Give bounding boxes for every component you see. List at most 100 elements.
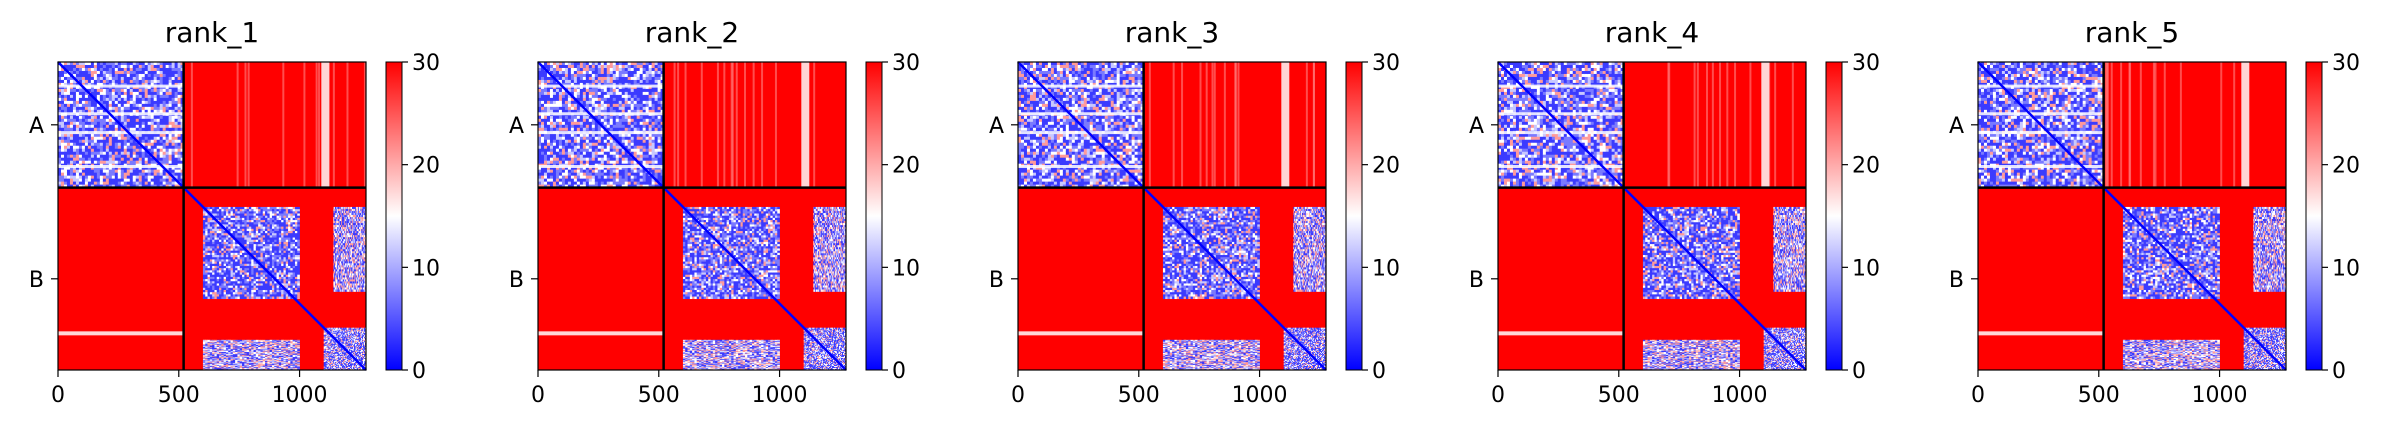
heatmap-cell: [334, 243, 336, 246]
heatmap-cell: [69, 103, 74, 108]
heatmap-cell: [132, 145, 137, 150]
heatmap-cell: [212, 259, 215, 262]
heatmap-cell: [347, 237, 349, 240]
heatmap-cell: [355, 277, 357, 280]
heatmap-cell: [223, 252, 227, 256]
heatmap-cell: [168, 184, 172, 188]
heatmap-cell: [356, 221, 358, 224]
heatmap-cell: [162, 139, 166, 144]
heatmap-cell: [84, 133, 89, 138]
heatmap-cell: [216, 255, 220, 258]
heatmap-cell: [147, 64, 152, 69]
heatmap-cell: [60, 82, 65, 87]
heatmap-cell: [205, 261, 208, 265]
heatmap-cell: [237, 206, 241, 210]
heatmap-cell: [290, 268, 293, 271]
heatmap-cell: [283, 263, 287, 267]
heatmap-cell: [235, 259, 238, 262]
heatmap-cell: [242, 206, 245, 210]
heatmap-cell: [75, 175, 80, 179]
heatmap-cell: [288, 252, 291, 256]
heatmap-cell: [90, 157, 95, 161]
heatmap-cell: [209, 287, 213, 291]
heatmap-cell: [132, 172, 137, 176]
heatmap-cell: [348, 235, 350, 238]
heatmap-cell: [344, 275, 346, 278]
heatmap-cell: [114, 178, 119, 182]
heatmap-cell: [271, 226, 275, 230]
heatmap-cell: [336, 214, 338, 218]
heatmap-cell: [348, 253, 350, 256]
heatmap-cell: [147, 62, 152, 66]
heatmap-cell: [283, 289, 287, 293]
heatmap-cell: [244, 230, 247, 234]
heatmap-cell: [87, 103, 92, 108]
heatmap-cell: [251, 215, 254, 219]
heatmap-cell: [147, 133, 152, 138]
heatmap-cell: [290, 285, 293, 289]
heatmap-cell: [168, 82, 172, 87]
heatmap-cell: [102, 166, 107, 170]
heatmap-cell: [337, 229, 339, 232]
heatmap-cell: [202, 226, 206, 230]
heatmap-cell: [336, 221, 338, 224]
heatmap-cell: [354, 206, 356, 210]
heatmap-cell: [290, 250, 293, 254]
heatmap-cell: [102, 109, 107, 114]
heatmap-cell: [357, 267, 359, 270]
heatmap-cell: [207, 217, 211, 221]
heatmap-cell: [180, 121, 184, 126]
heatmap-cell: [248, 263, 252, 267]
heatmap-cell: [337, 208, 339, 212]
heatmap-cell: [207, 279, 211, 282]
heatmap-cell: [232, 220, 236, 223]
heatmap-cell: [126, 64, 131, 69]
heatmap-cell: [144, 154, 149, 159]
heatmap-cell: [349, 249, 351, 252]
heatmap-cell: [72, 127, 77, 132]
heatmap-cell: [141, 67, 146, 72]
heatmap-cell: [75, 139, 80, 144]
heatmap-cell: [294, 259, 298, 262]
heatmap-cell: [147, 67, 152, 72]
heatmap-cell: [221, 213, 224, 216]
heatmap-cell: [246, 211, 250, 214]
heatmap-cell: [276, 259, 280, 262]
heatmap-cell: [63, 181, 68, 185]
heatmap-cell: [230, 261, 234, 265]
heatmap-cell: [297, 287, 300, 291]
heatmap-cell: [342, 206, 344, 210]
heatmap-cell: [355, 263, 357, 266]
heatmap-cell: [63, 145, 68, 150]
heatmap-cell: [338, 285, 340, 288]
heatmap-cell: [356, 235, 358, 238]
heatmap-cell: [258, 283, 261, 286]
heatmap-cell: [223, 215, 227, 219]
heatmap-cell: [114, 166, 119, 170]
heatmap-cell: [333, 253, 335, 256]
heatmap-cell: [346, 289, 348, 292]
heatmap-cell: [348, 275, 350, 278]
heatmap-cell: [337, 253, 339, 256]
heatmap-cell: [354, 229, 356, 232]
heatmap-cell: [159, 91, 163, 96]
heatmap-cell: [345, 253, 347, 256]
heatmap-cell: [340, 245, 342, 248]
heatmap-cell: [221, 255, 224, 258]
heatmap-cell: [132, 82, 137, 87]
heatmap-cell: [276, 226, 280, 230]
heatmap-cell: [159, 97, 163, 102]
heatmap-cell: [129, 184, 134, 188]
heatmap-cell: [72, 73, 77, 78]
heatmap-cell: [359, 217, 361, 220]
heatmap-cell: [219, 239, 222, 243]
heatmap-cell: [262, 211, 266, 214]
heatmap-cell: [337, 273, 339, 276]
heatmap-cell: [340, 265, 342, 268]
heatmap-cell: [359, 277, 361, 280]
heatmap-cell: [147, 181, 152, 185]
heatmap-cell: [344, 231, 346, 234]
heatmap-cell: [355, 273, 357, 276]
heatmap-cell: [105, 103, 110, 108]
heatmap-cell: [347, 206, 349, 210]
